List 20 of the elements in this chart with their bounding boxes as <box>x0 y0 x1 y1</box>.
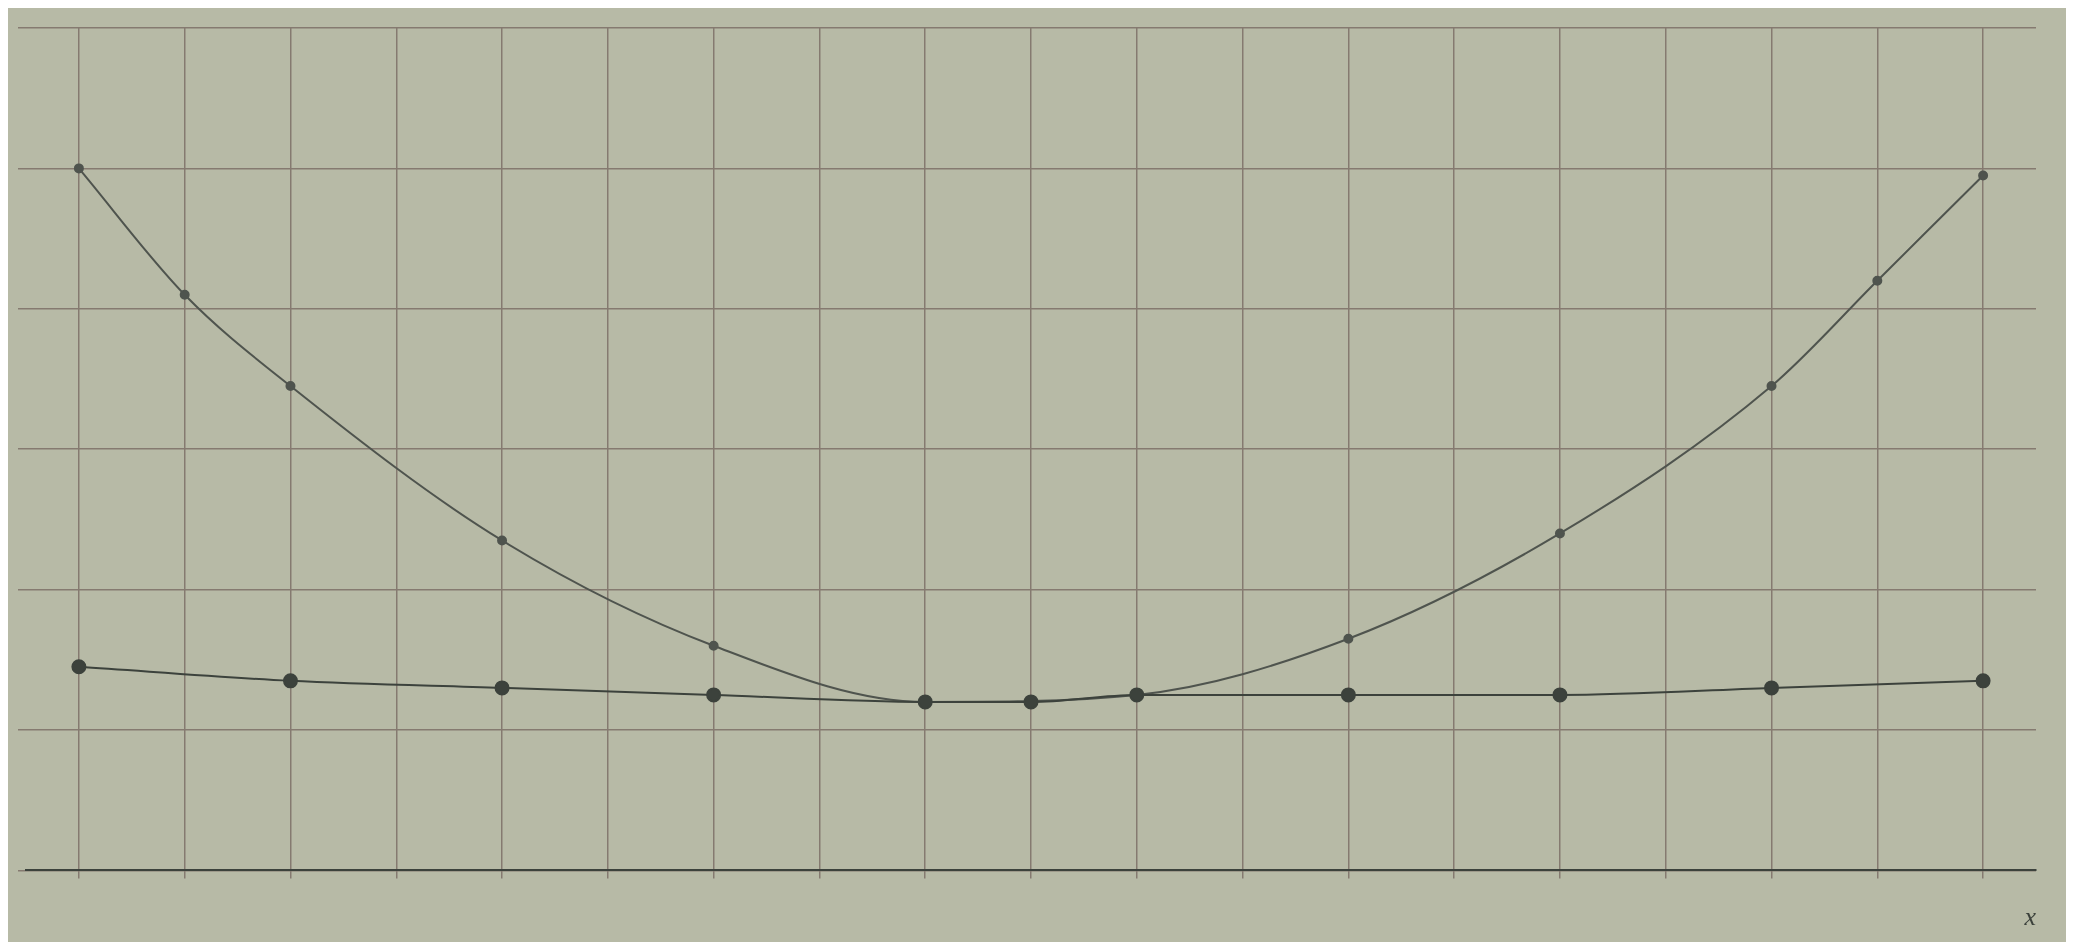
point <box>1552 687 1568 703</box>
point <box>1975 673 1991 689</box>
point <box>494 680 510 696</box>
point <box>1764 680 1780 696</box>
point <box>282 673 298 689</box>
point <box>1340 687 1356 703</box>
point <box>1343 633 1354 644</box>
point <box>1554 528 1565 539</box>
point <box>1872 275 1883 286</box>
x-axis-title: x <box>2023 902 2037 932</box>
point <box>71 659 87 675</box>
point <box>179 289 190 300</box>
point <box>1978 170 1989 181</box>
point <box>73 163 84 174</box>
point <box>706 687 722 703</box>
point <box>708 640 719 651</box>
point <box>497 535 508 546</box>
point <box>285 381 296 392</box>
point <box>1766 381 1777 392</box>
point <box>1023 694 1039 710</box>
